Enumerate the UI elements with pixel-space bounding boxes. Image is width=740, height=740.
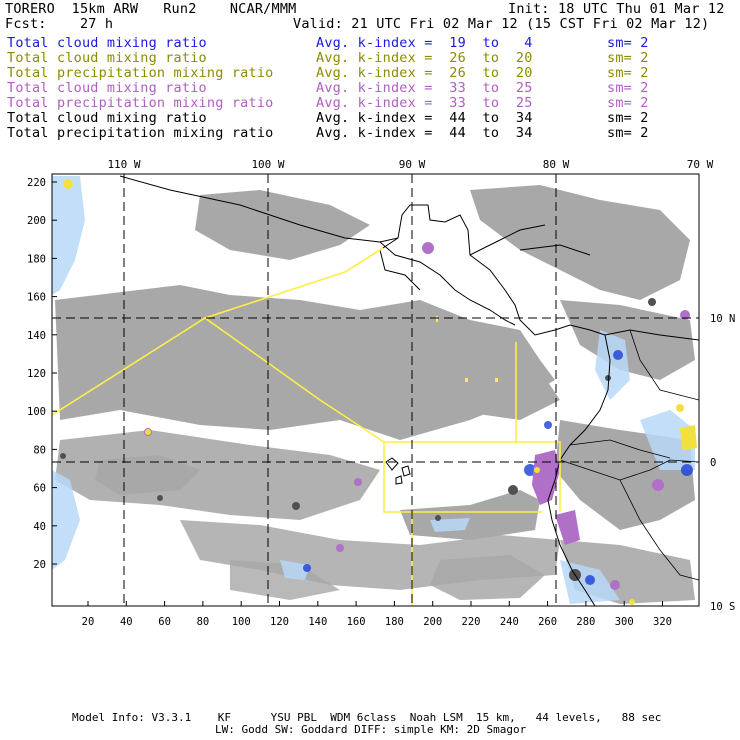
longitude-labels: 110 W 100 W 90 W 80 W 70 W bbox=[107, 158, 713, 171]
x-tick-label: 320 bbox=[653, 616, 672, 628]
lat-label: 10 N bbox=[710, 313, 735, 325]
legend-smoothing: sm= 2 bbox=[607, 125, 649, 141]
latitude-labels: 10 N 0 10 S bbox=[710, 313, 735, 613]
legend-smoothing: sm= 2 bbox=[607, 35, 649, 51]
x-tick-label: 100 bbox=[232, 616, 251, 628]
legend-kindex: Avg. k-index = 19 to 4 bbox=[316, 35, 533, 51]
model-info: Model Info: V3.3.1 KF YSU PBL WDM 6class… bbox=[72, 711, 662, 724]
cloud-high-kindex bbox=[60, 298, 656, 581]
x-tick-label: 240 bbox=[500, 616, 519, 628]
forecast-hour: Fcst: 27 h bbox=[5, 16, 114, 32]
x-tick-label: 200 bbox=[423, 616, 442, 628]
legend-kindex: Avg. k-index = 33 to 25 bbox=[316, 80, 533, 96]
lat-label: 0 bbox=[710, 457, 716, 469]
physics-info: LW: Godd SW: Goddard DIFF: simple KM: 2D… bbox=[215, 723, 527, 736]
y-tick-label: 160 bbox=[27, 292, 46, 304]
legend-field: Total precipitation mixing ratio bbox=[7, 65, 274, 81]
legend-smoothing: sm= 2 bbox=[607, 110, 649, 126]
x-tick-label: 160 bbox=[347, 616, 366, 628]
plot-frame bbox=[51, 173, 700, 607]
valid-time: Valid: 21 UTC Fri 02 Mar 12 (15 CST Fri … bbox=[293, 16, 710, 32]
legend-kindex: Avg. k-index = 26 to 20 bbox=[316, 65, 533, 81]
x-tick-label: 280 bbox=[576, 616, 595, 628]
y-tick-label: 20 bbox=[33, 559, 46, 571]
cloud-purple bbox=[144, 242, 690, 590]
y-tick-label: 220 bbox=[27, 177, 46, 189]
x-tick-label: 300 bbox=[615, 616, 634, 628]
lon-label: 110 W bbox=[107, 158, 140, 171]
legend-smoothing: sm= 2 bbox=[607, 95, 649, 111]
lon-label: 80 W bbox=[543, 158, 570, 171]
coastlines bbox=[119, 175, 699, 606]
x-tick-label: 40 bbox=[120, 616, 133, 628]
x-tick-label: 180 bbox=[385, 616, 404, 628]
legend-field: Total precipitation mixing ratio bbox=[7, 125, 274, 141]
legend-kindex: Avg. k-index = 44 to 34 bbox=[316, 110, 533, 126]
y-tick-label: 80 bbox=[33, 444, 46, 456]
cloud-field bbox=[55, 185, 695, 604]
lat-label: 10 S bbox=[710, 601, 735, 613]
x-tick-label: 80 bbox=[197, 616, 210, 628]
lon-label: 90 W bbox=[399, 158, 426, 171]
legend-smoothing: sm= 2 bbox=[607, 50, 649, 66]
x-tick-label: 120 bbox=[270, 616, 289, 628]
init-time: Init: 18 UTC Thu 01 Mar 12 bbox=[508, 1, 725, 17]
x-tick-label: 220 bbox=[462, 616, 481, 628]
legend-kindex: Avg. k-index = 44 to 34 bbox=[316, 125, 533, 141]
borders bbox=[559, 329, 699, 581]
cloud-blue bbox=[303, 350, 693, 585]
legend-kindex: Avg. k-index = 26 to 20 bbox=[316, 50, 533, 66]
legend-field: Total cloud mixing ratio bbox=[7, 50, 207, 66]
axis-ticks bbox=[52, 181, 663, 606]
x-tick-labels: 20 40 60 80 100 120 140 160 180 200 220 240 260 280 30… bbox=[82, 616, 672, 628]
y-tick-label: 100 bbox=[27, 406, 46, 418]
x-tick-label: 60 bbox=[158, 616, 171, 628]
x-tick-label: 20 bbox=[82, 616, 95, 628]
lat-lon-grid bbox=[52, 174, 699, 606]
y-tick-label: 60 bbox=[33, 483, 46, 495]
cloud-low-kindex bbox=[52, 176, 695, 604]
legend-smoothing: sm= 2 bbox=[607, 80, 649, 96]
y-tick-label: 40 bbox=[33, 521, 46, 533]
cloud-yellow bbox=[63, 179, 697, 605]
legend-field: Total cloud mixing ratio bbox=[7, 35, 207, 51]
x-tick-label: 260 bbox=[538, 616, 557, 628]
y-tick-labels: 220 200 180 160 140 120 100 80 60 40 20 bbox=[27, 177, 46, 571]
legend-field: Total cloud mixing ratio bbox=[7, 110, 207, 126]
region-markers bbox=[436, 316, 498, 382]
lon-label: 70 W bbox=[687, 158, 714, 171]
model-title: TORERO 15km ARW Run2 NCAR/MMM bbox=[5, 1, 297, 17]
legend-kindex: Avg. k-index = 33 to 25 bbox=[316, 95, 533, 111]
lon-label: 100 W bbox=[251, 158, 284, 171]
y-tick-label: 200 bbox=[27, 215, 46, 227]
y-tick-label: 140 bbox=[27, 330, 46, 342]
legend-field: Total precipitation mixing ratio bbox=[7, 95, 274, 111]
legend-field: Total cloud mixing ratio bbox=[7, 80, 207, 96]
forecast-map: 110 W 100 W 90 W 80 W 70 W 10 N 0 10 S 2… bbox=[27, 158, 735, 628]
x-tick-label: 140 bbox=[308, 616, 327, 628]
y-tick-label: 120 bbox=[27, 368, 46, 380]
legend-smoothing: sm= 2 bbox=[607, 65, 649, 81]
y-tick-label: 180 bbox=[27, 253, 46, 265]
